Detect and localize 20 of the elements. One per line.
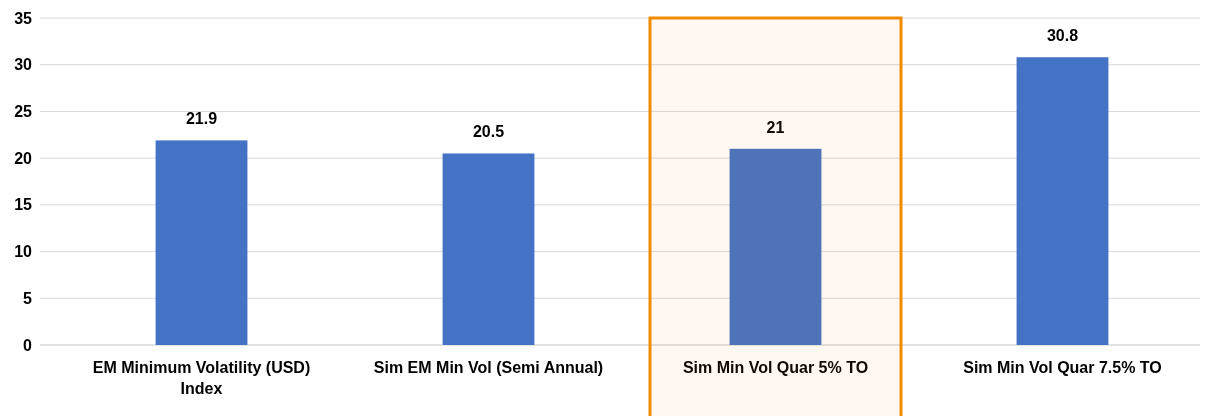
bar — [729, 148, 822, 345]
y-tick-label: 10 — [14, 243, 33, 261]
y-tick-label: 35 — [14, 9, 33, 27]
bar — [1016, 57, 1109, 345]
y-tick-label: 25 — [14, 103, 33, 121]
data-label: 30.8 — [1046, 27, 1079, 45]
y-tick-label: 30 — [14, 56, 33, 74]
bar — [442, 153, 535, 345]
x-tick-label: Sim EM Min Vol (Semi Annual) — [373, 359, 604, 376]
x-tick-label: EM Minimum Volatility (USD) Index — [92, 359, 311, 397]
x-tick-label: Sim Min Vol Quar 7.5% TO — [963, 359, 1162, 376]
y-tick-label: 20 — [14, 149, 33, 167]
data-label: 21 — [766, 118, 785, 136]
x-tick-label: Sim Min Vol Quar 5% TO — [682, 359, 869, 376]
y-tick-label: 5 — [23, 289, 33, 307]
y-tick-label: 15 — [14, 196, 33, 214]
y-tick-label: 0 — [23, 336, 33, 354]
data-label: 21.9 — [185, 110, 218, 128]
data-label: 20.5 — [472, 123, 505, 141]
bar — [155, 140, 248, 345]
